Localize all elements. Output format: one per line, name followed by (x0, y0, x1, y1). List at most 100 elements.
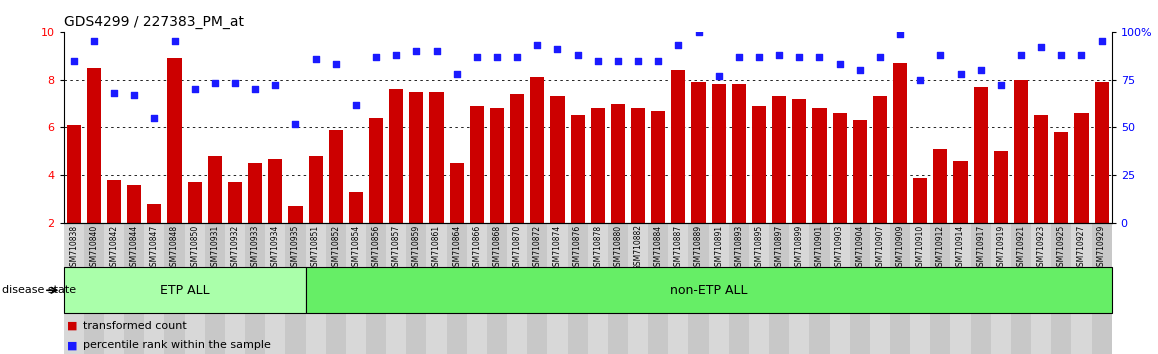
Point (648, 58, 667, 63)
Bar (668, 223, 689, 354)
Bar (728, 223, 749, 354)
Point (710, 73, 728, 79)
Bar (107, 180, 122, 223)
Bar (873, 96, 887, 223)
Bar (409, 92, 424, 223)
Point (689, 29, 708, 35)
Point (145, 115, 163, 121)
Text: ■: ■ (67, 321, 78, 331)
Bar (914, 178, 928, 223)
Bar (930, 223, 951, 354)
Bar (1075, 113, 1089, 223)
Bar (188, 182, 201, 223)
Bar (1034, 115, 1048, 223)
Point (669, 42, 688, 48)
Point (367, 54, 386, 59)
Bar (329, 130, 343, 223)
Bar (147, 204, 161, 223)
Bar (1092, 223, 1112, 354)
Bar (591, 108, 604, 223)
Point (307, 56, 325, 62)
Point (85, 39, 103, 44)
Bar (265, 223, 285, 354)
Bar (507, 223, 527, 354)
Point (850, 67, 868, 73)
Point (911, 77, 930, 82)
Bar (87, 68, 101, 223)
Bar (571, 115, 585, 223)
Point (1032, 44, 1050, 50)
Point (166, 39, 184, 44)
Text: non-ETP ALL: non-ETP ALL (669, 284, 747, 297)
Bar (1011, 223, 1031, 354)
Text: percentile rank within the sample: percentile rank within the sample (83, 340, 271, 350)
Bar (933, 149, 947, 223)
Bar (588, 223, 608, 354)
Bar (124, 223, 145, 354)
Bar (951, 223, 970, 354)
Bar (550, 96, 564, 223)
Bar (306, 223, 325, 354)
Bar (1054, 132, 1069, 223)
Bar (64, 267, 306, 313)
Text: transformed count: transformed count (83, 321, 188, 331)
Bar (449, 163, 463, 223)
Point (548, 46, 566, 52)
Point (528, 42, 547, 48)
Bar (790, 223, 809, 354)
Bar (104, 223, 124, 354)
Bar (228, 182, 242, 223)
Point (65, 58, 83, 63)
Text: disease state: disease state (2, 285, 76, 295)
Bar (486, 223, 507, 354)
Bar (447, 223, 467, 354)
Bar (970, 223, 991, 354)
Point (125, 92, 144, 98)
Bar (285, 223, 306, 354)
Point (468, 54, 486, 59)
Bar (406, 223, 426, 354)
Bar (64, 223, 83, 354)
Bar (628, 223, 648, 354)
Bar (269, 159, 283, 223)
Bar (648, 223, 668, 354)
Bar (852, 120, 867, 223)
Point (286, 121, 305, 126)
Bar (168, 58, 182, 223)
Bar (389, 89, 403, 223)
Point (447, 71, 466, 77)
Bar (1071, 223, 1092, 354)
Point (1092, 39, 1111, 44)
Bar (991, 223, 1011, 354)
Bar (470, 106, 484, 223)
Bar (346, 223, 366, 354)
Bar (127, 185, 141, 223)
Bar (426, 223, 447, 354)
Point (770, 52, 789, 58)
Bar (145, 223, 164, 354)
Bar (430, 92, 444, 223)
Point (185, 86, 204, 92)
Point (206, 81, 225, 86)
Point (569, 52, 587, 58)
Bar (672, 70, 686, 223)
Bar (611, 104, 625, 223)
Bar (527, 223, 548, 354)
Bar (631, 108, 645, 223)
Bar (974, 87, 988, 223)
Bar (691, 82, 705, 223)
Bar (386, 223, 406, 354)
Point (387, 52, 405, 58)
Bar (306, 267, 1112, 313)
Bar (749, 223, 769, 354)
Point (1072, 52, 1091, 58)
Bar (772, 96, 786, 223)
Bar (510, 94, 525, 223)
Bar (813, 108, 827, 223)
Bar (651, 111, 666, 223)
Bar (1094, 82, 1108, 223)
Bar (164, 223, 184, 354)
Bar (207, 156, 222, 223)
Bar (245, 223, 265, 354)
Point (226, 81, 244, 86)
